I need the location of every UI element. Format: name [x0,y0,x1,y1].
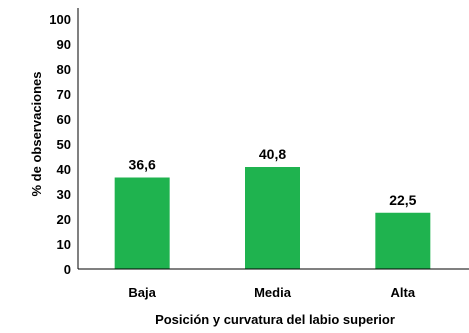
category-label: Alta [391,285,416,300]
bars [114,167,431,269]
y-tick-label: 60 [57,112,71,127]
bar-alta [375,212,431,269]
data-label: 22,5 [389,192,416,208]
y-tick-label: 70 [57,87,71,102]
y-tick-label: 80 [57,62,71,77]
bar-media [245,167,300,269]
y-tick-labels: 0 10 20 30 40 50 60 70 80 90 100 [49,12,71,277]
category-labels: Baja Media Alta [128,285,415,300]
y-tick-label: 90 [57,37,71,52]
bar-baja [114,177,170,269]
y-tick-label: 0 [64,262,71,277]
y-axis-title: % de observaciones [29,72,44,197]
data-label: 36,6 [129,157,156,173]
y-tick-label: 100 [49,12,71,27]
category-label: Baja [128,285,156,300]
y-tick-label: 50 [57,137,71,152]
y-tick-label: 40 [57,162,71,177]
data-labels: 36,6 40,8 22,5 [129,146,417,208]
y-tick-label: 20 [57,212,71,227]
x-axis-title: Posición y curvatura del labio superior [155,312,395,327]
data-label: 40,8 [259,146,286,162]
y-tick-label: 10 [57,237,71,252]
category-label: Media [254,285,292,300]
y-tick-label: 30 [57,187,71,202]
